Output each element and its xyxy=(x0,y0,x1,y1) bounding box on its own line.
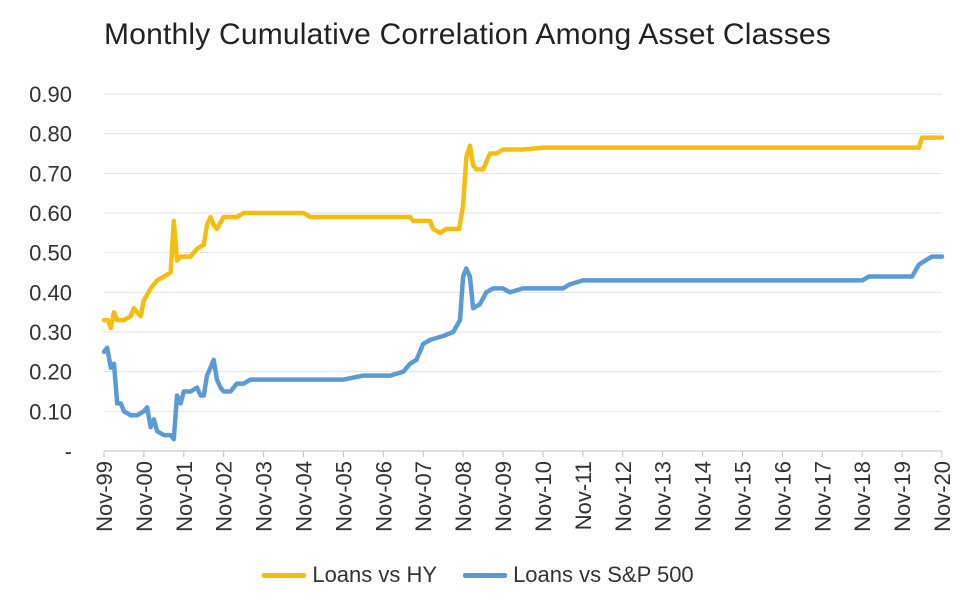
x-tick-label: Nov-00 xyxy=(132,461,157,532)
chart-title: Monthly Cumulative Correlation Among Ass… xyxy=(104,18,831,51)
x-tick-label: Nov-15 xyxy=(730,461,755,532)
x-tick-label: Nov-16 xyxy=(770,461,795,532)
x-tick-label: Nov-12 xyxy=(611,461,636,532)
y-tick-label: - xyxy=(65,439,72,464)
y-tick-label: 0.60 xyxy=(29,201,72,226)
x-tick-label: Nov-06 xyxy=(371,461,396,532)
x-tick-label: Nov-19 xyxy=(890,461,915,532)
y-tick-label: 0.50 xyxy=(29,241,72,266)
y-tick-label: 0.10 xyxy=(29,399,72,424)
y-tick-label: 0.90 xyxy=(29,82,72,107)
y-tick-label: 0.70 xyxy=(29,161,72,186)
x-tick-label: Nov-20 xyxy=(930,461,955,532)
x-tick-label: Nov-04 xyxy=(292,461,317,532)
x-tick-label: Nov-18 xyxy=(850,461,875,532)
x-tick-label: Nov-99 xyxy=(92,461,117,532)
x-tick-label: Nov-02 xyxy=(212,461,237,532)
x-tick-label: Nov-14 xyxy=(691,461,716,532)
y-tick-label: 0.20 xyxy=(29,360,72,385)
legend-swatch-loans-vs-hy xyxy=(262,572,307,578)
x-tick-label: Nov-03 xyxy=(252,461,277,532)
x-tick-label: Nov-10 xyxy=(531,461,556,532)
x-tick-label: Nov-07 xyxy=(411,461,436,532)
x-tick-label: Nov-17 xyxy=(810,461,835,532)
legend-item-loans-vs-hy: Loans vs HY xyxy=(262,562,437,588)
legend-label-loans-vs-hy: Loans vs HY xyxy=(312,562,438,587)
x-tick-label: Nov-13 xyxy=(651,461,676,532)
y-tick-label: 0.80 xyxy=(29,122,72,147)
series-line-loans-vs-sp500 xyxy=(101,254,945,442)
x-tick-label: Nov-05 xyxy=(331,461,356,532)
series-line-loans-vs-hy xyxy=(101,135,945,331)
legend-swatch-loans-vs-sp500 xyxy=(463,572,508,578)
x-tick-label: Nov-08 xyxy=(451,461,476,532)
x-tick-label: Nov-11 xyxy=(571,461,596,530)
legend-label-loans-vs-sp500: Loans vs S&P 500 xyxy=(513,562,694,587)
chart-legend: Loans vs HY Loans vs S&P 500 xyxy=(0,562,956,588)
x-tick-label: Nov-09 xyxy=(491,461,516,532)
x-tick-label: Nov-01 xyxy=(172,461,197,532)
legend-item-loans-vs-sp500: Loans vs S&P 500 xyxy=(463,562,694,588)
y-tick-label: 0.40 xyxy=(29,280,72,305)
y-tick-label: 0.30 xyxy=(29,320,72,345)
